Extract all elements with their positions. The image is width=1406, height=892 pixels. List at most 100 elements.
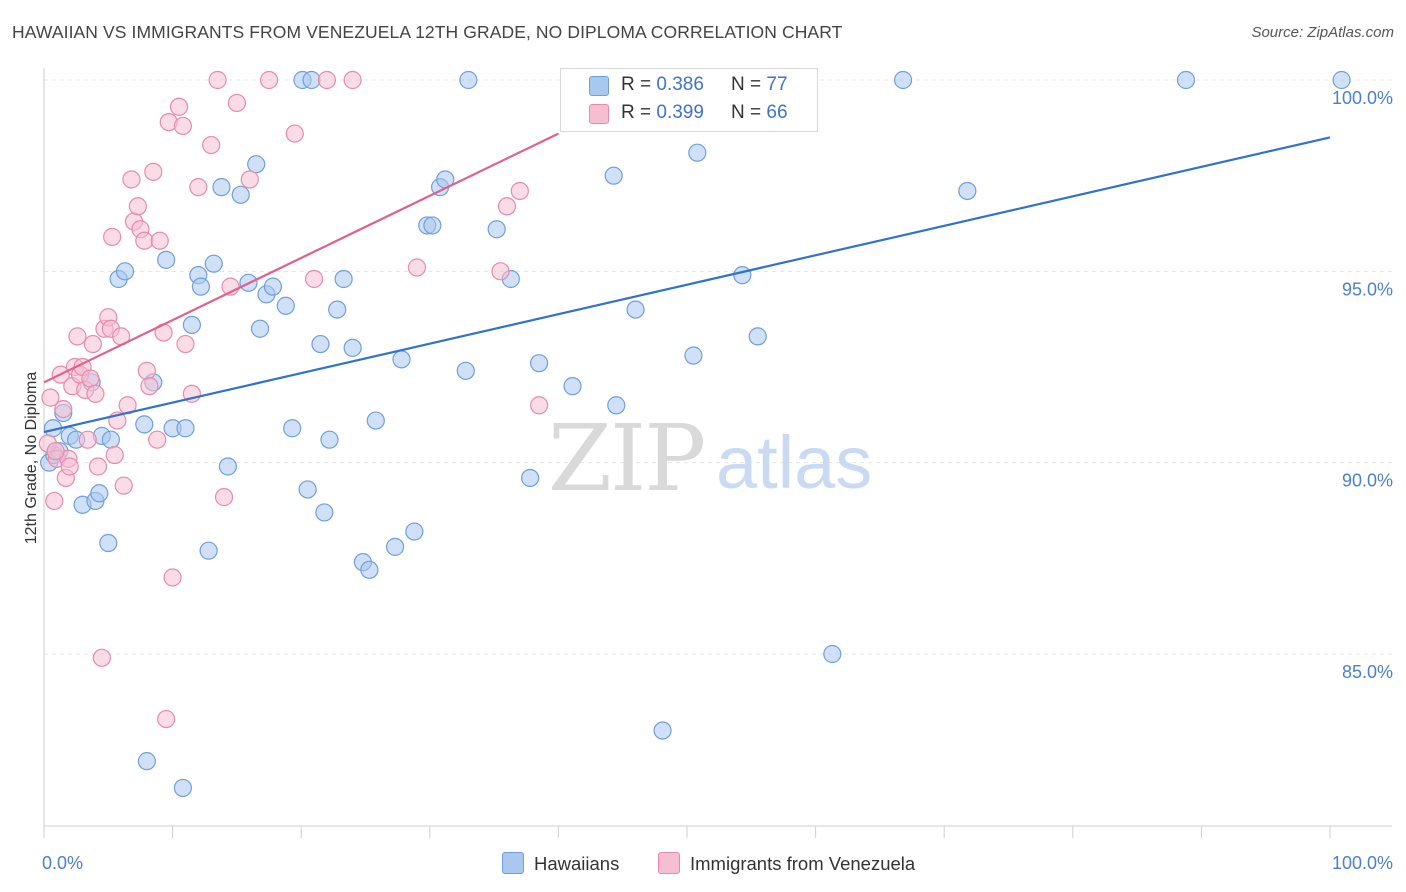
point-hawaiians [212, 178, 231, 197]
point-venezuela [202, 135, 221, 155]
point-venezuela [83, 334, 102, 354]
chart-title: HAWAIIAN VS IMMIGRANTS FROM VENEZUELA 12… [12, 22, 843, 42]
point-hawaiians [653, 721, 672, 740]
point-venezuela [148, 430, 167, 449]
point-venezuela [208, 70, 227, 90]
legend-label: Immigrants from Venezuela [690, 853, 916, 874]
point-venezuela [41, 388, 60, 407]
point-hawaiians [563, 377, 582, 396]
point-hawaiians [99, 533, 118, 553]
y-tick-label: 85.0% [1342, 662, 1393, 682]
point-venezuela [140, 377, 159, 396]
point-venezuela [128, 197, 147, 216]
trend-line-venezuela [43, 132, 559, 384]
point-venezuela [103, 227, 122, 246]
point-hawaiians [218, 457, 237, 476]
point-hawaiians [530, 354, 549, 373]
data-points [38, 70, 1351, 798]
point-venezuela [114, 476, 133, 495]
point-venezuela [189, 178, 208, 197]
point-hawaiians [328, 300, 347, 319]
point-venezuela [150, 231, 169, 250]
point-hawaiians [231, 185, 250, 204]
point-hawaiians [263, 277, 283, 296]
point-venezuela [46, 442, 65, 461]
point-venezuela [285, 124, 304, 143]
gridlines [44, 79, 1392, 655]
bottom-legend-hawaiians[interactable]: Hawaiians [502, 852, 619, 876]
point-hawaiians [191, 277, 210, 296]
point-venezuela [105, 445, 124, 465]
point-venezuela [530, 396, 549, 415]
point-venezuela [60, 457, 79, 476]
point-hawaiians [823, 644, 842, 664]
point-hawaiians [204, 254, 223, 273]
point-hawaiians [343, 338, 362, 357]
point-venezuela [92, 648, 111, 667]
legend-swatch-hawaiians [589, 76, 609, 96]
point-hawaiians [157, 250, 176, 269]
point-venezuela [407, 258, 427, 277]
point-hawaiians [405, 522, 424, 541]
point-hawaiians [311, 334, 330, 354]
point-venezuela [173, 116, 192, 136]
point-venezuela [169, 97, 189, 116]
point-venezuela [122, 170, 141, 189]
legend-swatch-icon [502, 852, 524, 874]
point-venezuela [54, 399, 73, 419]
legend-label: Hawaiians [534, 853, 620, 874]
point-hawaiians [247, 155, 266, 174]
point-venezuela [45, 491, 64, 511]
legend-n: N = 77 [731, 74, 788, 95]
trend-line-hawaiians [43, 136, 1331, 434]
point-venezuela [510, 181, 529, 201]
trend-lines [43, 132, 1331, 434]
point-hawaiians [199, 541, 218, 560]
point-hawaiians [607, 396, 626, 415]
point-hawaiians [1176, 70, 1196, 90]
point-venezuela [86, 384, 105, 403]
point-venezuela [259, 70, 279, 90]
bottom-legend-venezuela[interactable]: Immigrants from Venezuela [658, 852, 915, 876]
point-venezuela [144, 162, 163, 181]
legend-swatch-icon [658, 852, 680, 874]
point-venezuela [497, 197, 517, 216]
legend-r: R = 0.386 [621, 74, 704, 95]
watermark: ZIP atlas [548, 405, 872, 512]
point-hawaiians [521, 468, 540, 488]
point-hawaiians [423, 216, 442, 235]
point-hawaiians [626, 300, 645, 319]
point-venezuela [137, 361, 156, 380]
point-hawaiians [182, 315, 201, 335]
legend-n: N = 66 [731, 102, 788, 123]
point-hawaiians [315, 503, 334, 522]
point-venezuela [176, 334, 195, 354]
y-tick-label: 90.0% [1342, 471, 1393, 491]
point-hawaiians [101, 430, 120, 449]
point-hawaiians [688, 143, 707, 162]
point-hawaiians [250, 319, 270, 338]
point-venezuela [135, 231, 154, 250]
point-venezuela [214, 488, 234, 507]
point-hawaiians [360, 560, 379, 579]
point-hawaiians [115, 262, 135, 281]
point-hawaiians [334, 269, 353, 289]
x-tick-label: 0.0% [42, 853, 83, 873]
point-hawaiians [748, 327, 767, 346]
legend-swatch-venezuela [589, 104, 609, 124]
point-hawaiians [684, 346, 703, 365]
source-credit: Source: ZipAtlas.com [1251, 24, 1394, 41]
point-hawaiians [173, 778, 192, 798]
point-hawaiians [176, 419, 195, 438]
point-hawaiians [1332, 70, 1351, 90]
point-hawaiians [456, 361, 475, 380]
x-tick-label: 100.0% [1332, 853, 1393, 873]
point-hawaiians [958, 181, 977, 201]
point-venezuela [88, 457, 108, 476]
point-venezuela [68, 327, 87, 346]
point-hawaiians [385, 537, 405, 556]
point-venezuela [317, 70, 337, 90]
point-hawaiians [487, 220, 506, 239]
point-hawaiians [733, 266, 752, 285]
